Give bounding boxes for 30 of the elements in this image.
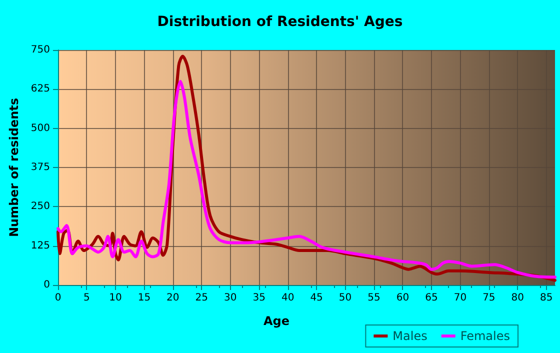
y-tick-label: 625 bbox=[30, 84, 50, 95]
x-tick-label: 5 bbox=[84, 292, 90, 304]
x-tick-label: 60 bbox=[396, 292, 410, 304]
y-tick-label: 0 bbox=[44, 280, 50, 290]
x-tick-label: 25 bbox=[195, 292, 208, 304]
y-tick-label: 375 bbox=[30, 162, 50, 173]
legend-label: Males bbox=[392, 329, 428, 343]
x-tick-label: 35 bbox=[252, 292, 266, 304]
y-axis-title: Number of residents bbox=[7, 98, 21, 238]
x-tick-label: 30 bbox=[224, 292, 237, 304]
x-tick-label: 45 bbox=[310, 292, 323, 304]
y-tick-label: 500 bbox=[30, 122, 50, 134]
x-tick-label: 10 bbox=[109, 292, 122, 304]
x-tick-label: 40 bbox=[281, 292, 294, 304]
x-tick-label: 20 bbox=[166, 292, 180, 304]
x-tick-label: 15 bbox=[138, 292, 151, 304]
x-tick-label: 50 bbox=[338, 292, 352, 304]
x-tick-label: 0 bbox=[54, 292, 62, 304]
x-tick-label: 80 bbox=[511, 292, 524, 304]
y-tick-label: 750 bbox=[30, 44, 50, 56]
x-tick-label: 55 bbox=[368, 292, 380, 304]
chart-title: Distribution of Residents' Ages bbox=[157, 14, 403, 30]
y-tick-label: 250 bbox=[30, 201, 50, 212]
x-tick-label: 70 bbox=[454, 292, 467, 304]
legend-label: Females bbox=[460, 329, 510, 343]
x-tick-label: 65 bbox=[425, 292, 438, 304]
x-axis-title: Age bbox=[263, 314, 290, 328]
x-tick-label: 75 bbox=[482, 292, 496, 304]
y-tick-label: 125 bbox=[30, 240, 50, 252]
x-tick-label: 85 bbox=[540, 292, 553, 304]
